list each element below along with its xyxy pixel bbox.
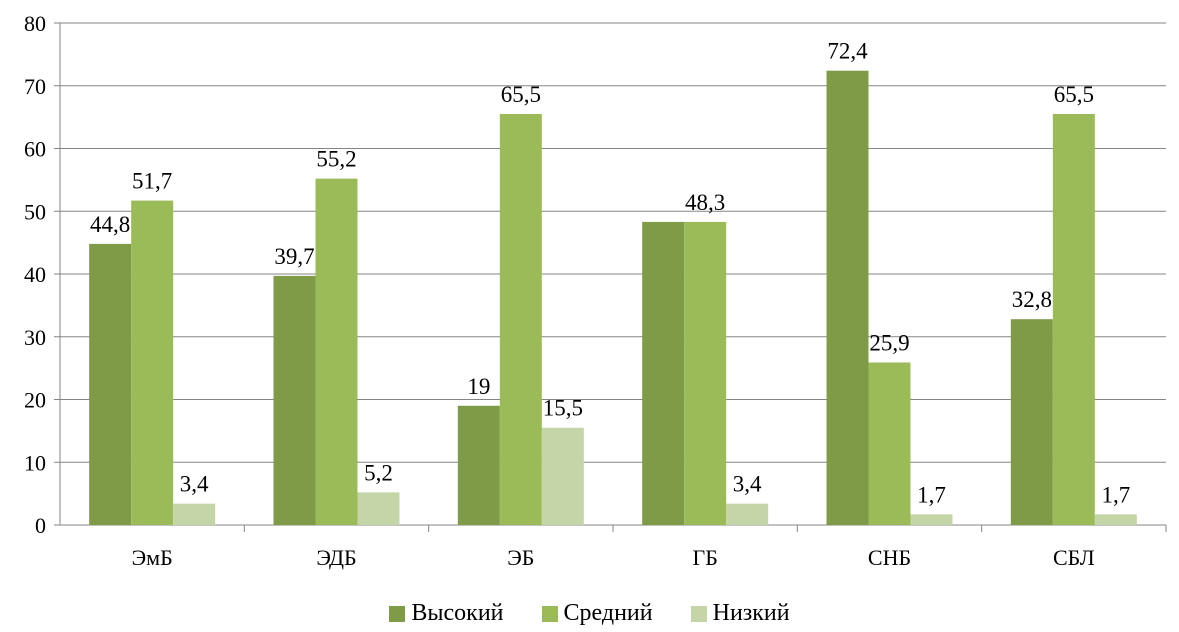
legend-swatch-high (389, 605, 406, 622)
x-tick-label: ЭДБ (316, 545, 356, 570)
x-tick-label: ЭмБ (132, 545, 173, 570)
y-tick-label: 70 (24, 74, 46, 99)
bar (89, 243, 132, 525)
y-tick-label: 60 (24, 137, 46, 162)
data-label: 1,7 (917, 482, 946, 507)
bar (910, 514, 953, 525)
data-label: 3,4 (180, 472, 209, 497)
bar (457, 405, 500, 525)
bar (315, 178, 358, 525)
bar (357, 492, 400, 525)
x-tick-label: СБЛ (1053, 545, 1095, 570)
bar (726, 503, 769, 525)
data-label: 65,5 (1054, 82, 1094, 107)
x-tick-label: СНБ (868, 545, 911, 570)
bar (273, 275, 316, 525)
x-tick-label: ГБ (692, 545, 717, 570)
bar (541, 427, 584, 525)
x-tick-label: ЭБ (507, 545, 534, 570)
data-label: 1,7 (1101, 482, 1130, 507)
data-label: 25,9 (869, 330, 909, 355)
bar (1010, 319, 1053, 525)
legend-label-high: Высокий (411, 600, 504, 626)
data-label: 5,2 (364, 460, 393, 485)
bar (1052, 113, 1095, 526)
data-label: 19 (467, 374, 490, 399)
bar (173, 503, 216, 525)
data-label: 32,8 (1012, 287, 1052, 312)
y-tick-label: 40 (24, 262, 46, 287)
data-label: 48,3 (685, 190, 725, 215)
bar (826, 70, 869, 525)
bar (131, 200, 174, 525)
data-label: 15,5 (543, 396, 583, 421)
y-tick-label: 20 (24, 388, 46, 413)
legend: Высокий Средний Низкий (0, 600, 1179, 627)
data-label: 51,7 (132, 169, 172, 194)
y-tick-label: 0 (35, 513, 46, 538)
data-label: 44,8 (90, 212, 130, 237)
y-tick-label: 50 (24, 199, 46, 224)
bar-chart: 0 10 20 30 40 50 60 70 80 ЭмБ 44,851,7 3,4 ЭДБ 39,7 55… (24, 11, 1167, 570)
bar (868, 362, 911, 525)
legend-item-medium: Средний (541, 600, 653, 627)
data-label: 55,2 (316, 147, 356, 172)
legend-item-high: Высокий (389, 600, 504, 627)
legend-label-low: Низкий (712, 600, 790, 626)
data-label: 39,7 (274, 244, 314, 269)
bar (642, 221, 685, 526)
data-label: 3,4 (733, 472, 762, 497)
data-label: 65,5 (501, 82, 541, 107)
y-tick-label: 10 (24, 450, 46, 475)
bar (1094, 514, 1137, 525)
y-tick-label: 80 (24, 11, 46, 36)
y-tick-label: 30 (24, 325, 46, 350)
legend-item-low: Низкий (690, 600, 790, 627)
legend-swatch-low (690, 605, 707, 622)
bar (499, 113, 542, 526)
data-label: 72,4 (827, 39, 868, 64)
bar (684, 221, 727, 526)
legend-swatch-medium (541, 605, 558, 622)
legend-label-medium: Средний (563, 600, 653, 626)
